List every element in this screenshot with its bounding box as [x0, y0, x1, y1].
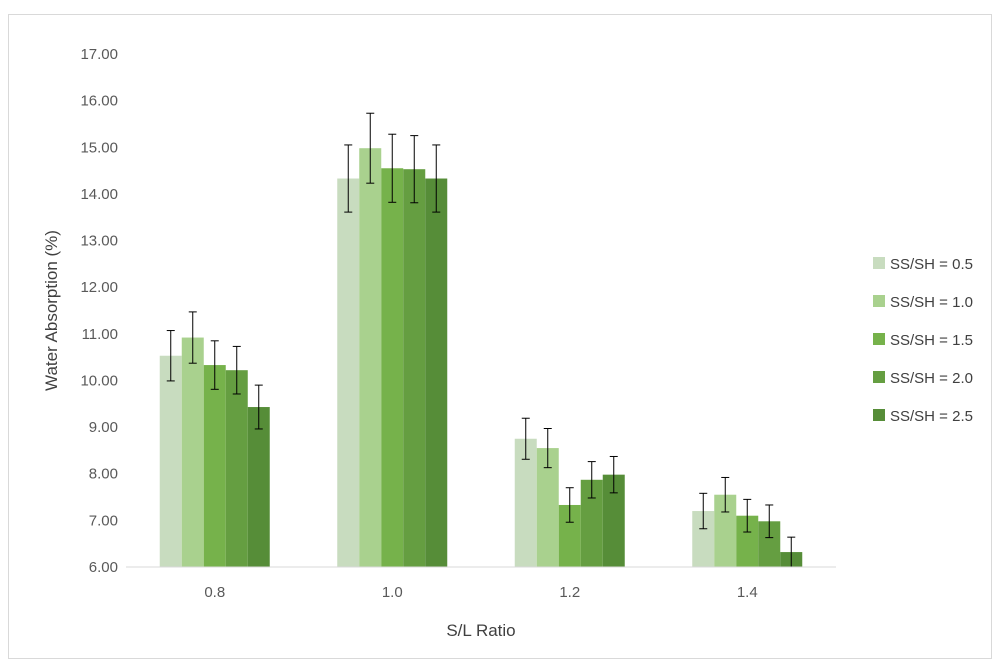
legend-swatch — [873, 295, 885, 307]
bar — [536, 448, 559, 567]
y-tick-label: 7.00 — [89, 512, 118, 529]
bar — [425, 178, 448, 567]
bar — [580, 479, 603, 567]
y-tick-label: 6.00 — [89, 559, 118, 576]
legend-swatch — [873, 371, 885, 383]
bar — [337, 178, 360, 567]
y-tick-label: 11.00 — [82, 326, 118, 343]
bar — [714, 494, 737, 567]
legend-item-label: SS/SH = 1.5 — [890, 332, 973, 349]
y-tick-label: 14.00 — [80, 186, 118, 203]
y-axis-title: Water Absorption (%) — [42, 230, 61, 391]
legend: SS/SH = 0.5 SS/SH = 1.0 SS/SH = 1.5 SS/SH =… — [873, 256, 973, 425]
error-bars-group — [166, 112, 796, 568]
legend-item-label: SS/SH = 2.0 — [890, 370, 973, 387]
y-tick-label: 8.00 — [89, 466, 118, 483]
y-tick-label: 17.00 — [80, 46, 118, 63]
legend-swatch — [873, 409, 885, 421]
bar — [558, 504, 581, 567]
bar — [514, 438, 537, 567]
legend-item-label: SS/SH = 0.5 — [890, 256, 973, 273]
x-tick-label: 1.4 — [737, 584, 758, 601]
bar — [692, 511, 715, 567]
legend-item-label: SS/SH = 1.0 — [890, 294, 973, 311]
x-tick-label: 0.8 — [204, 584, 225, 601]
x-tick-label: 1.0 — [382, 584, 403, 601]
bar — [403, 169, 426, 567]
bar — [203, 365, 226, 567]
bar — [225, 370, 248, 567]
y-tick-label: 15.00 — [80, 139, 118, 156]
y-tick-label: 16.00 — [80, 93, 118, 110]
y-tick-label: 12.00 — [80, 279, 118, 296]
legend-item-label: SS/SH = 2.5 — [890, 408, 973, 425]
x-tick-label: 1.2 — [559, 584, 580, 601]
y-tick-label: 13.00 — [80, 233, 118, 250]
bar — [247, 407, 270, 567]
y-tick-label: 9.00 — [89, 419, 118, 436]
bar — [359, 148, 382, 568]
bar — [736, 515, 759, 567]
bar — [381, 168, 404, 567]
bars-group — [159, 148, 803, 568]
x-axis-ticks: 0.8 1.0 1.2 1.4 — [204, 584, 757, 601]
y-axis-ticks: 6.00 7.00 8.00 9.00 10.00 11.00 12.00 13.00 14.0… — [80, 46, 118, 576]
bar — [159, 355, 182, 567]
x-axis-title: S/L Ratio — [446, 621, 515, 640]
legend-swatch — [873, 257, 885, 269]
y-tick-label: 10.00 — [80, 372, 118, 389]
bar — [181, 337, 204, 567]
bar — [758, 521, 781, 567]
legend-swatch — [873, 333, 885, 345]
bar — [602, 474, 625, 567]
